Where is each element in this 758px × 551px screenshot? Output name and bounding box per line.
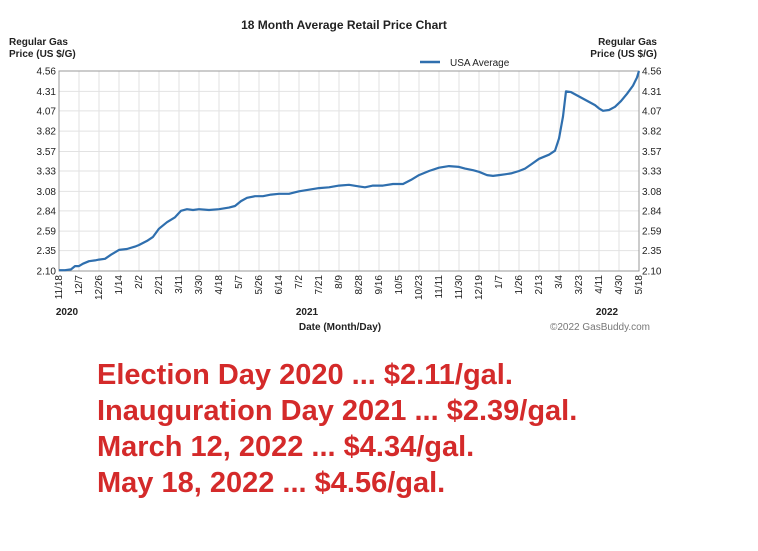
x-tick-label: 7/21 [314,275,325,295]
y-tick-label-left: 4.56 [37,67,57,78]
year-label: 2022 [596,307,619,318]
x-tick-label: 3/11 [174,275,185,294]
x-tick-label: 1/14 [114,275,125,295]
legend-label: USA Average [450,58,510,69]
x-tick-label: 6/14 [274,275,285,295]
x-tick-label: 1/7 [494,275,505,289]
y-tick-label-left: 2.10 [37,267,57,278]
y-tick-label-right: 3.33 [642,167,662,178]
y-tick-label-right: 2.35 [642,246,662,257]
y-tick-label-right: 4.56 [642,67,662,78]
price-chart: 18 Month Average Retail Price Chart Regu… [9,18,662,333]
x-tick-label: 7/2 [294,275,305,289]
x-tick-label: 2/13 [534,275,545,295]
y-tick-label-left: 4.07 [37,106,57,117]
y-axis-label-left-line1: Regular Gas [9,37,68,48]
annotation-election-day: Election Day 2020 ... $2.11/gal. [97,359,513,391]
year-label: 2021 [296,307,319,318]
x-tick-label: 8/9 [334,275,345,289]
y-tick-label-right: 2.10 [642,267,662,278]
x-tick-label: 11/11 [434,275,445,299]
x-tick-label: 9/16 [374,275,385,295]
x-tick-label: 12/7 [74,275,85,295]
y-tick-label-left: 2.84 [37,206,57,217]
x-tick-label: 5/7 [234,275,245,289]
y-tick-label-right: 2.84 [642,206,662,217]
y-tick-label-right: 2.59 [642,227,662,238]
series-line-usa-average [59,70,641,272]
x-ticks: 11/18 12/7 12/26 1/14 2/2 2/21 3/11 3/30 4/18 5/7… [54,275,645,300]
y-tick-label-left: 4.31 [37,87,57,98]
y-tick-label-left: 3.33 [37,167,57,178]
chart-title: 18 Month Average Retail Price Chart [241,18,447,32]
x-tick-label: 12/19 [474,275,485,300]
x-tick-label: 4/18 [214,275,225,295]
x-tick-label: 1/26 [514,275,525,295]
x-tick-label: 3/30 [194,275,205,295]
copyright-text: ©2022 GasBuddy.com [550,322,650,333]
annotation-march-12: March 12, 2022 ... $4.34/gal. [97,431,475,463]
y-ticks-left: 4.56 4.31 4.07 3.82 3.57 3.33 3.08 2.84 2.59 2.35… [37,67,57,278]
y-tick-label-left: 2.59 [37,227,57,238]
x-tick-label: 5/26 [254,275,265,295]
x-tick-label: 11/18 [54,275,65,300]
y-tick-label-left: 2.35 [37,246,57,257]
x-tick-label: 3/4 [554,275,565,289]
y-axis-label-left-line2: Price (US $/G) [9,49,76,60]
y-tick-label-right: 4.31 [642,87,662,98]
chart-legend: USA Average [420,58,510,69]
y-tick-label-left: 3.57 [37,147,57,158]
x-tick-label: 10/5 [394,275,405,295]
annotation-may-18: May 18, 2022 ... $4.56/gal. [97,467,446,499]
y-tick-label-left: 3.08 [37,187,57,198]
y-tick-label-right: 3.57 [642,147,662,158]
x-tick-label: 5/18 [634,275,645,295]
x-tick-label: 4/11 [594,275,605,294]
y-ticks-right: 4.56 4.31 4.07 3.82 3.57 3.33 3.08 2.84 2.59 2.35… [642,67,662,278]
x-tick-label: 3/23 [574,275,585,295]
annotation-inauguration-day: Inauguration Day 2021 ... $2.39/gal. [97,395,578,427]
y-axis-label-right-line1: Regular Gas [598,37,657,48]
x-tick-label: 2/21 [154,275,165,295]
year-label: 2020 [56,307,79,318]
x-tick-label: 2/2 [134,275,145,289]
y-tick-label-right: 3.82 [642,127,662,138]
x-tick-label: 4/30 [614,275,625,295]
y-axis-label-right-line2: Price (US $/G) [590,49,657,60]
y-tick-label-left: 3.82 [37,127,57,138]
x-tick-label: 11/30 [454,275,465,300]
x-tick-label: 8/28 [354,275,365,295]
annotation-list: Election Day 2020 ... $2.11/gal. Inaugur… [97,357,737,501]
y-tick-label-right: 3.08 [642,187,662,198]
x-tick-label: 10/23 [414,275,425,300]
x-tick-label: 12/26 [94,275,105,300]
plot-frame [58,70,640,272]
y-tick-label-right: 4.07 [642,106,662,117]
year-labels: 2020 2021 2022 [56,307,619,318]
x-axis-label: Date (Month/Day) [299,322,381,333]
